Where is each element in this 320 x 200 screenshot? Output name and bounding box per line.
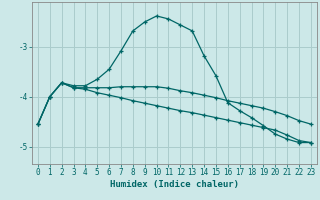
X-axis label: Humidex (Indice chaleur): Humidex (Indice chaleur) [110, 180, 239, 189]
